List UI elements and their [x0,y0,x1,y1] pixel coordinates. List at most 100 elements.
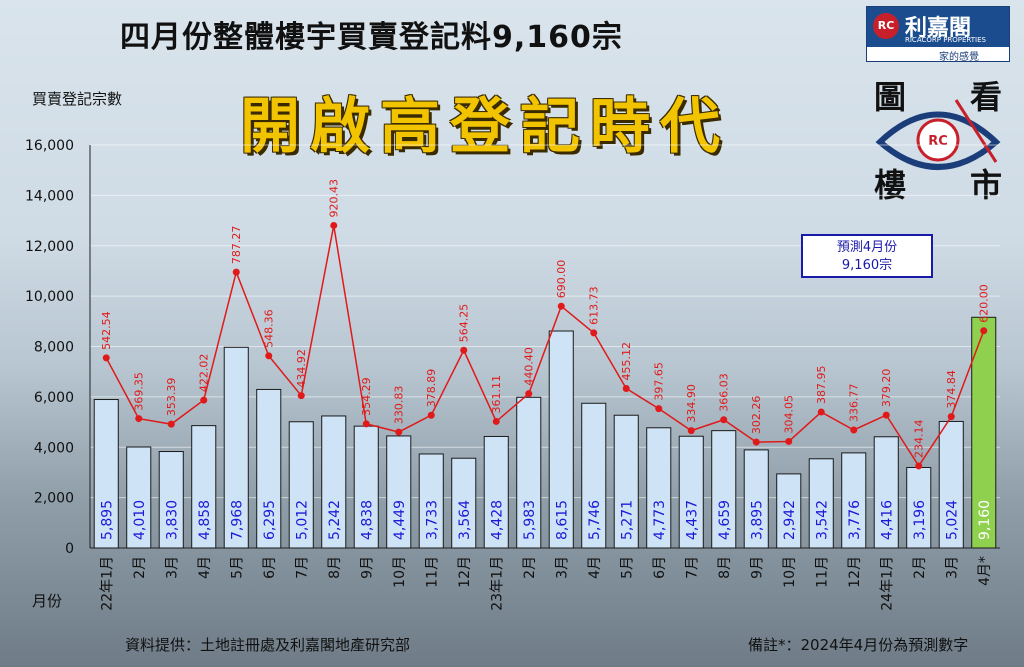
line-point [492,417,500,425]
x-tick-label: 3月 [164,556,180,579]
bar-value-label: 9,160 [977,500,993,540]
bar [158,451,184,549]
line-value-label: 378.89 [425,369,438,408]
bar-value-label: 4,449 [392,500,408,540]
x-tick-label: 8月 [717,556,733,579]
bar-value-label: 5,746 [587,500,603,540]
bar-value-label: 4,858 [197,500,213,540]
bar [581,402,607,549]
bar-value-label: 3,776 [847,500,863,540]
line-point [297,392,305,400]
source-note: 資料提供：土地註冊處及利嘉閣地產研究部 [125,636,411,654]
forecast-box: 預測4月份 9,160宗 [801,234,933,278]
x-tick-label: 10月 [782,556,798,588]
bar-value-label: 3,733 [424,500,440,540]
line-point [752,438,760,446]
bar [418,453,444,549]
bar-value-label: 8,615 [554,500,570,540]
bar [873,436,899,549]
bar-value-label: 4,437 [684,500,700,540]
y-tick-label: 4,000 [34,440,74,456]
line-point [525,390,533,398]
bar-value-label: 5,024 [944,500,960,540]
chart-title: 四月份整體樓宇買賣登記料9,160宗 [120,20,623,55]
x-tick-label: 8月 [327,556,343,579]
line-value-label: 353.39 [165,378,178,417]
x-tick-label: 5月 [229,556,245,579]
line-value-label: 361.11 [490,375,503,414]
line-value-label: 548.36 [263,309,276,348]
x-tick-label: 12月 [847,556,863,588]
bar [191,425,217,549]
x-tick-label: 10月 [392,556,408,588]
bar-value-label: 5,012 [294,500,310,540]
line-point [882,411,890,419]
chart-subtitle: 開啟高登記時代 [240,92,730,162]
x-tick-label: 2月 [132,556,148,579]
line-point [427,411,435,419]
eye-char-2: 看 [970,78,1003,116]
line-point [557,302,565,310]
line-value-label: 374.84 [945,370,958,409]
logo-slogan: 家的感覺 [939,52,979,63]
line-value-label: 620.00 [978,284,991,323]
line-value-label: 302.26 [750,396,763,435]
bar-value-label: 4,838 [359,500,375,540]
bar [516,396,542,549]
eye-char-3: 樓 [874,166,907,204]
bar-value-label: 7,968 [229,500,245,540]
line-value-label: 920.43 [328,179,341,218]
line-point [622,385,630,393]
bar-value-label: 5,271 [619,500,635,540]
x-tick-label: 12月 [457,556,473,588]
line-value-label: 334.90 [685,384,698,423]
x-axis-title: 月份 [32,592,63,610]
line-point [330,221,338,229]
line-point [980,327,988,335]
bar-value-label: 6,295 [262,500,278,540]
bar-value-label: 4,010 [132,500,148,540]
x-tick-label: 3月 [554,556,570,579]
bar-value-label: 5,242 [327,500,343,540]
bar-value-label: 5,895 [99,500,115,540]
line-value-label: 455.12 [620,342,633,381]
x-tick-label: 2月 [912,556,928,579]
line-point [200,396,208,404]
bar-value-label: 3,542 [814,500,830,540]
x-tick-label: 4月* [977,556,993,586]
bar [808,458,834,549]
x-tick-label: 9月 [749,556,765,579]
line-value-label: 397.65 [653,362,666,401]
line-point [265,352,273,360]
line-point [167,420,175,428]
bar [93,399,119,549]
line-point [232,268,240,276]
line-point [947,413,955,421]
line-point [362,420,370,428]
bar-value-label: 3,895 [749,500,765,540]
y-tick-label: 12,000 [25,239,74,255]
x-tick-label: 5月 [619,556,635,579]
line-value-label: 336.77 [848,383,861,422]
line-point [785,437,793,445]
bar [386,435,412,549]
x-tick-label: 4月 [587,556,603,579]
bar [548,330,574,549]
line-point [687,427,695,435]
line-value-label: 379.20 [880,369,893,408]
forecast-line2: 9,160宗 [841,258,893,273]
x-tick-label: 6月 [652,556,668,579]
forecast-line1: 預測4月份 [836,240,898,255]
bar-value-label: 5,983 [522,500,538,540]
x-tick-label: 22年1月 [99,556,115,611]
bar [483,435,509,549]
bar [776,473,802,549]
line-point [817,408,825,416]
bar [906,467,932,549]
bar [451,457,477,549]
x-tick-label: 11月 [424,556,440,588]
eye-char-4: 市 [970,166,1003,204]
x-tick-label: 7月 [684,556,700,579]
bar [256,388,282,549]
